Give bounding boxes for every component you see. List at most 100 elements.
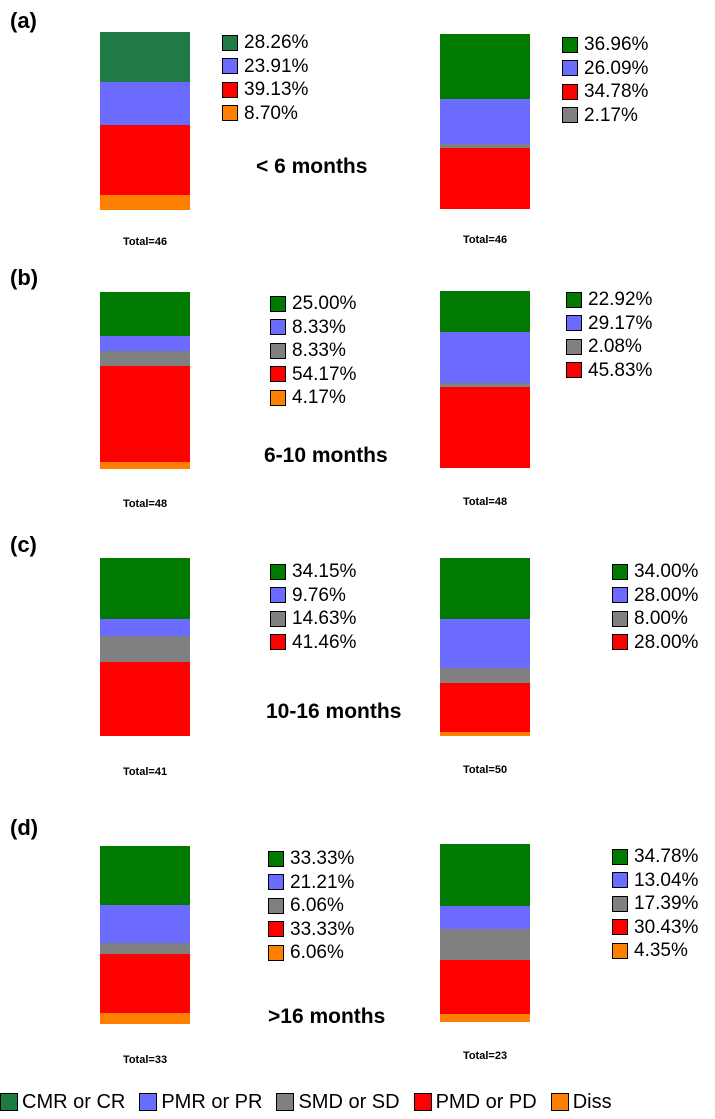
bar-segment	[100, 905, 190, 944]
bar-segment	[100, 558, 190, 619]
legend-swatch	[270, 295, 286, 312]
legend-swatch	[612, 895, 628, 912]
bar-segment	[440, 558, 530, 619]
stacked-bar	[440, 558, 530, 736]
legend-swatch	[139, 1093, 158, 1111]
data-label: 4.35%	[634, 940, 688, 962]
legend-swatch	[276, 1093, 295, 1111]
stacked-bar	[100, 32, 190, 210]
panel-label: (a)	[10, 8, 37, 33]
bar-segment	[440, 844, 530, 906]
legend-swatch	[270, 319, 286, 336]
bar-segment	[440, 732, 530, 736]
legend-swatch	[612, 872, 628, 889]
legend-swatch	[270, 634, 286, 651]
stacked-bar	[440, 34, 530, 209]
bar-segment	[440, 383, 530, 387]
data-label: 14.63%	[292, 608, 357, 630]
legend-label: PMD or PD	[435, 1090, 537, 1113]
legend-swatch	[0, 1093, 18, 1111]
legend-item: 33.33%	[268, 918, 354, 942]
legend-label: PMR or PR	[161, 1090, 263, 1113]
bar-segment	[440, 618, 530, 669]
data-label: 9.76%	[292, 584, 346, 606]
legend-swatch	[268, 897, 284, 914]
bar-legend: 33.33% 21.21% 6.06% 33.33% 6.06%	[268, 847, 354, 965]
bar-legend: 34.00% 28.00% 8.00% 28.00%	[612, 560, 698, 654]
data-label: 4.17%	[292, 387, 346, 409]
stacked-bar	[440, 844, 530, 1022]
bottom-legend-item: PMD or PD	[413, 1090, 537, 1114]
legend-item: 34.78%	[612, 845, 698, 869]
bar-legend: 22.92% 29.17% 2.08% 45.83%	[566, 288, 652, 382]
legend-swatch	[268, 874, 284, 891]
legend-swatch	[612, 610, 628, 627]
legend-swatch	[612, 919, 628, 936]
data-label: 8.33%	[292, 316, 346, 338]
data-label: 34.15%	[292, 561, 357, 583]
total-label: Total=23	[462, 1050, 508, 1062]
bar-segment	[100, 336, 190, 351]
total-label: Total=41	[122, 766, 168, 778]
bar-segment	[100, 365, 190, 462]
data-label: 54.17%	[292, 363, 357, 385]
panel-label: (d)	[10, 815, 39, 840]
legend-item: 54.17%	[270, 363, 356, 387]
legend-swatch	[562, 83, 578, 100]
data-label: 17.39%	[634, 893, 699, 915]
stacked-bar	[100, 292, 190, 469]
legend-label: CMR or CR	[22, 1090, 126, 1113]
panel-label: (c)	[10, 532, 37, 557]
bar-segment	[100, 194, 190, 210]
bar-segment	[440, 905, 530, 930]
data-label: 29.17%	[588, 312, 653, 334]
data-label: 34.78%	[584, 81, 649, 103]
legend-swatch	[550, 1093, 569, 1111]
data-label: 6.06%	[290, 942, 344, 964]
legend-item: 25.00%	[270, 292, 356, 316]
legend-swatch	[222, 34, 238, 51]
legend-swatch	[270, 366, 286, 383]
bar-segment	[440, 331, 530, 384]
bottom-legend-item: CMR or CR	[0, 1091, 125, 1114]
legend-item: 8.70%	[222, 102, 308, 126]
legend-item: 36.96%	[562, 33, 648, 57]
legend-swatch	[612, 634, 628, 651]
legend-item: 8.00%	[612, 607, 698, 631]
legend-swatch	[562, 107, 578, 124]
legend-item: 34.15%	[270, 560, 356, 584]
bottom-legend: CMR or CR PMR or PR SMD or SD PMD or PD Diss	[0, 1090, 715, 1114]
legend-item: 6.06%	[268, 894, 354, 918]
legend-item: 33.33%	[268, 847, 354, 871]
legend-item: 23.91%	[222, 55, 308, 79]
legend-item: 14.63%	[270, 607, 356, 631]
bar-segment	[440, 291, 530, 332]
bottom-legend-item: PMR or PR	[139, 1091, 262, 1114]
legend-item: 17.39%	[612, 892, 698, 916]
bottom-legend-item: Diss	[550, 1091, 612, 1114]
legend-swatch	[270, 389, 286, 406]
total-label: Total=46	[122, 236, 168, 248]
data-label: 23.91%	[244, 55, 309, 77]
legend-swatch	[222, 105, 238, 122]
legend-item: 4.35%	[612, 939, 698, 963]
data-label: 21.21%	[290, 871, 355, 893]
legend-item: 34.00%	[612, 560, 698, 584]
bar-segment	[100, 662, 190, 736]
data-label: 34.00%	[634, 561, 699, 583]
legend-swatch	[612, 563, 628, 580]
legend-item: 34.78%	[562, 80, 648, 104]
data-label: 26.09%	[584, 57, 649, 79]
legend-item: 45.83%	[566, 359, 652, 383]
legend-swatch	[222, 58, 238, 75]
legend-swatch	[612, 848, 628, 865]
bar-legend: 36.96% 26.09% 34.78% 2.17%	[562, 33, 648, 127]
data-label: 28.26%	[244, 32, 309, 54]
legend-swatch	[270, 610, 286, 627]
bar-segment	[100, 943, 190, 954]
data-label: 28.00%	[634, 631, 699, 653]
legend-swatch	[612, 942, 628, 959]
data-label: 8.70%	[244, 102, 298, 124]
legend-item: 6.06%	[268, 941, 354, 965]
legend-swatch	[562, 60, 578, 77]
